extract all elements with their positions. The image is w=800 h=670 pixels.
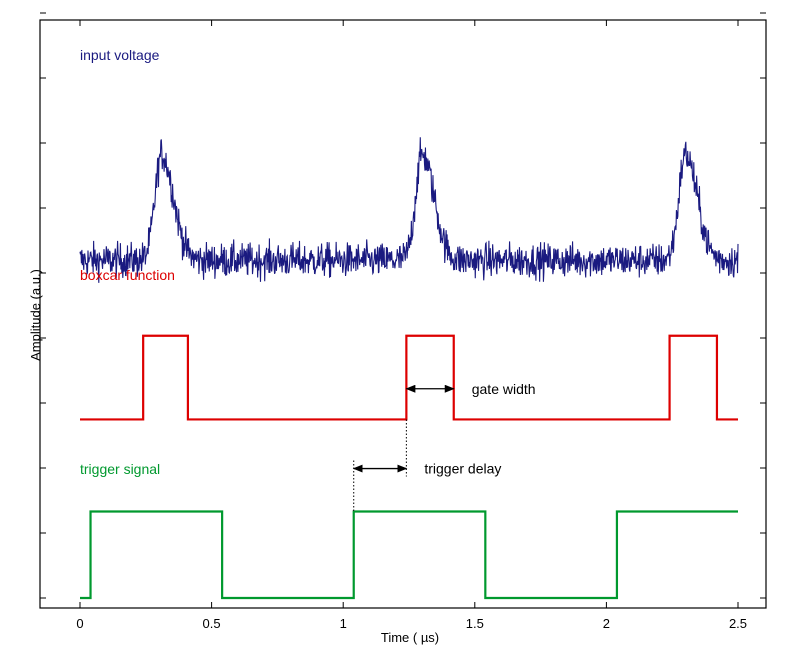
x-axis-label: Time ( µs) [381, 630, 439, 645]
annotation-label-1: trigger delay [424, 461, 501, 477]
x-tick-label: 1.5 [466, 616, 484, 631]
series-line-0 [79, 137, 739, 283]
x-tick-label: 1 [340, 616, 347, 631]
annotation-label-0: gate width [472, 381, 536, 397]
series-line-1 [80, 334, 738, 421]
x-tick-label: 0 [76, 616, 83, 631]
series-label-2: trigger signal [80, 461, 160, 477]
annotation-layer: gate width trigger delay [352, 381, 536, 512]
y-axis-label: Amplitude (a.u.) [28, 269, 43, 361]
y-ticks [40, 12, 766, 599]
series-label-0: input voltage [80, 47, 160, 63]
series-label-1: boxcar function [80, 267, 175, 283]
x-tick-label: 2.5 [729, 616, 747, 631]
series-layer: input voltage boxcar function trigger sign… [79, 47, 739, 600]
series-line-2 [80, 510, 738, 600]
plot-frame [39, 19, 767, 609]
x-ticks: 0 0.5 1 1.5 2 2.5 [76, 20, 747, 631]
x-tick-label: 0.5 [203, 616, 221, 631]
x-tick-label: 2 [603, 616, 610, 631]
